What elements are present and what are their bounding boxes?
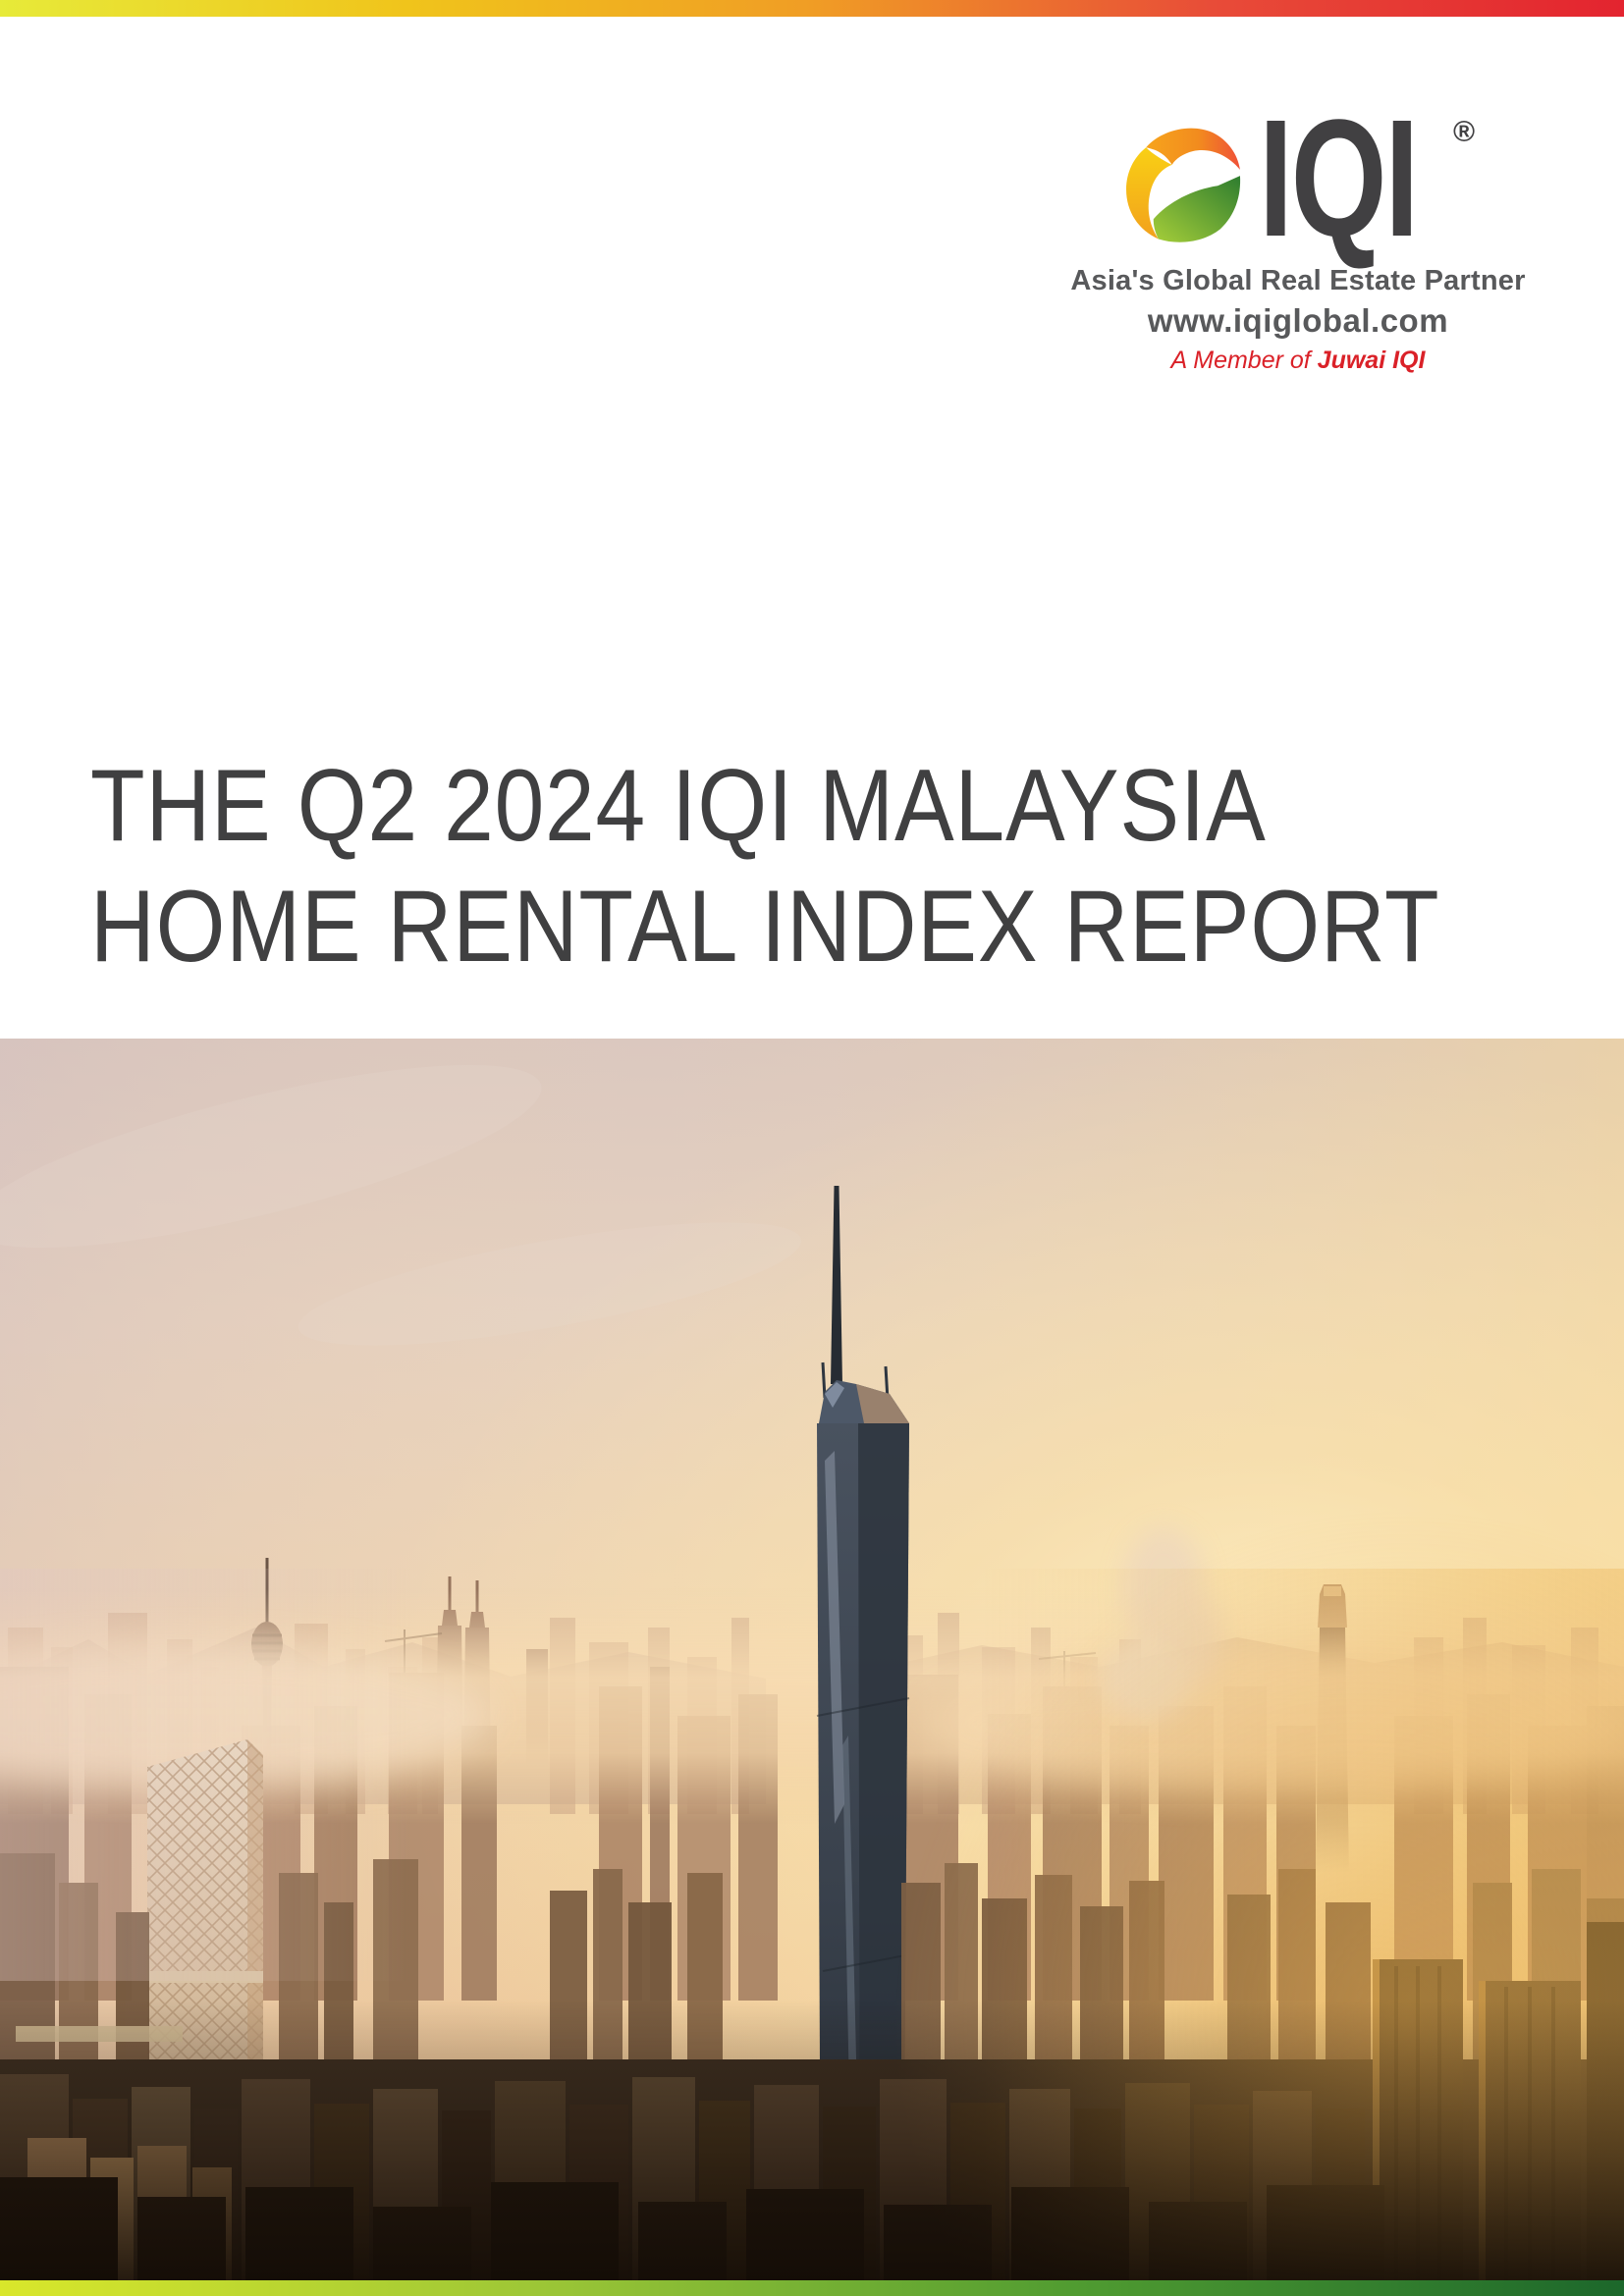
- report-title: THE Q2 2024 IQI MALAYSIA HOME RENTAL IND…: [90, 746, 1624, 988]
- membership-prefix: A Member of: [1170, 347, 1318, 374]
- cover-photo: [0, 1039, 1624, 2280]
- brand-wordmark-wrap: IQI: [1259, 95, 1453, 262]
- bottom-accent-bar: [0, 2280, 1624, 2296]
- logo-row: IQI ®: [1023, 95, 1573, 262]
- iqi-globe-icon: [1125, 128, 1241, 242]
- top-accent-bar: [0, 0, 1624, 17]
- membership-line: A Member of Juwai IQI: [1023, 347, 1573, 375]
- brand-logo: IQI ® Asia's Global Real Estate Partner …: [1023, 95, 1573, 375]
- atmosphere-overlays: [0, 1510, 1624, 2280]
- membership-brand: Juwai IQI: [1317, 347, 1426, 374]
- brand-wordmark: IQI: [1258, 85, 1419, 272]
- brand-tagline: Asia's Global Real Estate Partner: [1070, 265, 1526, 296]
- report-title-line1: THE Q2 2024 IQI MALAYSIA: [90, 749, 1267, 863]
- registered-trademark-mark: ®: [1452, 116, 1476, 148]
- brand-website: www.iqiglobal.com: [1147, 302, 1449, 339]
- report-title-line2: HOME RENTAL INDEX REPORT: [90, 870, 1440, 984]
